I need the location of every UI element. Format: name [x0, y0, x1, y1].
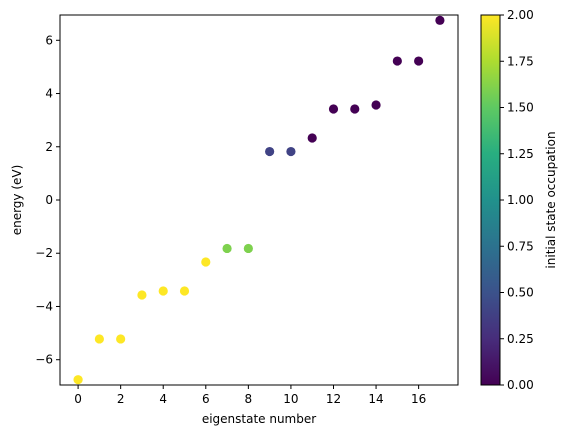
y-tick-label: −6 [35, 353, 53, 367]
colorbar-tick-label: 0.25 [507, 332, 534, 346]
y-axis-label: energy (eV) [10, 165, 24, 236]
x-axis-ticks: 0 2 4 6 8 10 12 14 16 [74, 385, 426, 406]
x-tick-label: 16 [411, 392, 426, 406]
colorbar-ticks: 0.00 0.25 0.50 0.75 1.00 1.25 1.50 1.75 2.00 [500, 8, 534, 392]
x-tick-label: 8 [245, 392, 253, 406]
colorbar-tick-label: 1.75 [507, 54, 534, 68]
x-tick-label: 4 [159, 392, 167, 406]
data-point [222, 243, 232, 254]
plot-area-frame [59, 14, 459, 386]
colorbar-tick-label: 2.00 [507, 8, 534, 22]
data-point [137, 290, 147, 300]
data-point [201, 257, 211, 267]
data-point [435, 15, 445, 25]
data-point [158, 286, 168, 296]
x-tick-label: 12 [326, 392, 341, 406]
colorbar-label: initial state occupation [544, 131, 558, 268]
data-point [179, 286, 190, 296]
data-point [328, 104, 339, 114]
y-tick-label: 0 [45, 193, 53, 207]
data-point [392, 56, 402, 66]
x-tick-label: 2 [117, 392, 125, 406]
x-axis-label: eigenstate number [202, 412, 316, 426]
data-point [116, 334, 126, 344]
y-tick-label: 6 [45, 33, 53, 47]
x-tick-label: 6 [202, 392, 210, 406]
colorbar-tick-label: 1.50 [507, 101, 534, 115]
colorbar-tick-label: 1.00 [507, 193, 534, 207]
data-point [307, 133, 317, 143]
colorbar-tick-label: 0.50 [507, 286, 534, 300]
y-tick-label: −2 [35, 246, 53, 260]
data-point [371, 100, 381, 110]
colorbar-tick-label: 0.00 [507, 378, 534, 392]
y-axis-ticks: −6 −4 −2 0 2 4 6 [35, 33, 60, 367]
data-point [73, 375, 83, 385]
data-point [286, 146, 296, 157]
colorbar [480, 14, 501, 386]
data-point [350, 104, 360, 114]
data-point [265, 146, 275, 157]
x-tick-label: 14 [368, 392, 383, 406]
y-tick-label: −4 [35, 299, 53, 313]
data-point [94, 334, 104, 344]
y-tick-label: 2 [45, 140, 53, 154]
data-points [73, 15, 445, 385]
data-point [243, 243, 253, 254]
y-tick-label: 4 [45, 87, 53, 101]
data-point [414, 56, 424, 66]
x-tick-label: 10 [283, 392, 298, 406]
colorbar-tick-label: 0.75 [507, 239, 534, 253]
colorbar-tick-label: 1.25 [507, 147, 534, 161]
x-tick-label: 0 [74, 392, 82, 406]
